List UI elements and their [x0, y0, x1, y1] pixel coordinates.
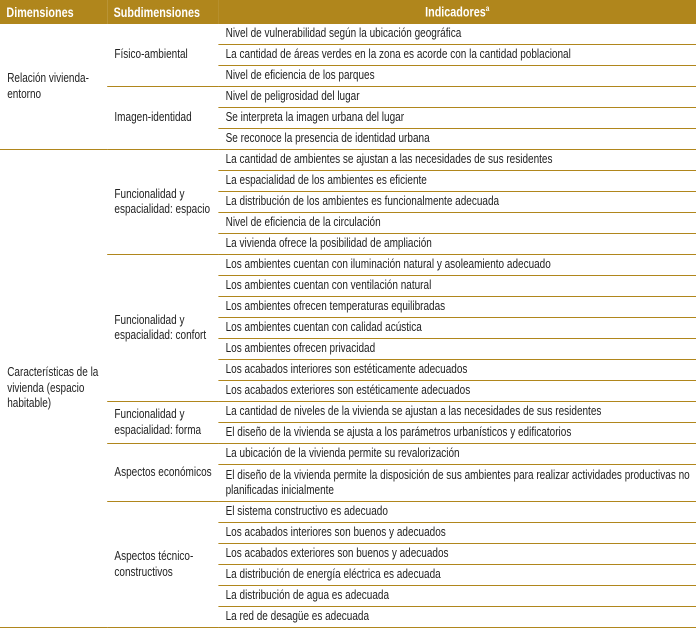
table-row: Características de la vivienda (espacio … — [0, 149, 696, 628]
indicator-cell: El diseño de la vivienda se ajusta a los… — [218, 422, 696, 444]
table-row: Nivel de eficiencia de la circulación — [0, 212, 696, 234]
indicator-cell: Nivel de vulnerabilidad según la ubicaci… — [218, 24, 696, 45]
indicator-cell: La espacialidad de los ambientes es efic… — [218, 170, 696, 192]
table-row: Los acabados interiores son buenos y ade… — [0, 522, 696, 544]
header-subdimensiones: Subdimensiones — [107, 0, 219, 24]
table-row: La distribución de agua es adecuada — [0, 585, 696, 607]
indicator-cell: Los ambientes cuentan con iluminación na… — [218, 254, 696, 276]
table-row: Se interpreta la imagen urbana del lugar — [0, 107, 696, 129]
table-body: Relación vivienda-entorno Físico-ambienta… — [0, 24, 696, 628]
subdimension-cell: Imagen-identidad — [107, 86, 219, 150]
indicator-cell: Nivel de eficiencia de la circulación — [218, 212, 696, 234]
table-row: Aspectos económicos La ubicación de la vi… — [0, 443, 696, 502]
dimension-cell: Características de la vivienda (espacio … — [0, 149, 108, 628]
subdimension-cell: Funcionalidad y espacialidad: forma — [107, 401, 219, 444]
table-row: La espacialidad de los ambientes es efic… — [0, 170, 696, 192]
table-row: El diseño de la vivienda se ajusta a los… — [0, 422, 696, 444]
indicator-cell: La distribución de energía eléctrica es … — [218, 564, 696, 586]
indicator-cell: La red de desagüe es adecuada — [218, 606, 696, 628]
table-row: Funcionalidad y espacialidad: confort Los… — [0, 254, 696, 402]
indicator-cell: La distribución de agua es adecuada — [218, 585, 696, 607]
indicator-cell: Nivel de eficiencia de los parques — [218, 65, 696, 87]
indicator-cell: La distribución de los ambientes es func… — [218, 191, 696, 213]
table-row: Aspectos técnico-constructivos El sistema… — [0, 501, 696, 628]
table-row: Funcionalidad y espacialidad: forma La ca… — [0, 401, 696, 444]
table-row: La vivienda ofrece la posibilidad de amp… — [0, 233, 696, 255]
table-row: Se reconoce la presencia de identidad ur… — [0, 128, 696, 150]
table-row: Nivel de eficiencia de los parques — [0, 65, 696, 87]
indicator-cell: La cantidad de ambientes se ajustan a la… — [218, 149, 696, 171]
table-row: Los ambientes cuentan con ventilación na… — [0, 275, 696, 297]
indicator-cell: La vivienda ofrece la posibilidad de amp… — [218, 233, 696, 255]
table-row: La cantidad de áreas verdes en la zona e… — [0, 44, 696, 66]
indicator-cell: Los acabados interiores son estéticament… — [218, 359, 696, 381]
subdimension-cell: Físico-ambiental — [107, 24, 219, 87]
indicator-cell: La cantidad de niveles de la vivienda se… — [218, 401, 696, 423]
indicator-cell: Los ambientes ofrecen privacidad — [218, 338, 696, 360]
table-row: Los ambientes ofrecen temperaturas equil… — [0, 296, 696, 318]
indicator-cell: El diseño de la vivienda permite la disp… — [218, 464, 696, 502]
indicator-cell: El sistema constructivo es adecuado — [218, 501, 696, 523]
indicator-cell: Se reconoce la presencia de identidad ur… — [218, 128, 696, 150]
indicator-cell: Los ambientes cuentan con ventilación na… — [218, 275, 696, 297]
table-row: Los acabados interiores son estéticament… — [0, 359, 696, 381]
subdimension-cell: Funcionalidad y espacialidad: confort — [107, 254, 219, 402]
indicator-cell: La cantidad de áreas verdes en la zona e… — [218, 44, 696, 66]
table-row: Los acabados exteriores son estéticament… — [0, 380, 696, 402]
header-dimensiones: Dimensiones — [0, 0, 108, 24]
indicator-cell: Se interpreta la imagen urbana del lugar — [218, 107, 696, 129]
indicator-cell: La ubicación de la vivienda permite su r… — [218, 443, 696, 465]
table-header-row: Dimensiones Subdimensiones Indicadoresa — [0, 0, 696, 24]
indicator-cell: Los acabados exteriores son estéticament… — [218, 380, 696, 402]
header-indicadores: Indicadoresa — [218, 0, 696, 24]
indicator-cell: Los acabados exteriores son buenos y ade… — [218, 543, 696, 565]
subdimension-cell: Funcionalidad y espacialidad: espacio — [107, 149, 219, 255]
table-row: El diseño de la vivienda permite la disp… — [0, 464, 696, 502]
dimension-cell: Relación vivienda-entorno — [0, 24, 108, 150]
subdimension-cell: Aspectos económicos — [107, 443, 219, 502]
table-row: Los acabados exteriores son buenos y ade… — [0, 543, 696, 565]
indicator-cell: Los ambientes ofrecen temperaturas equil… — [218, 296, 696, 318]
table-row: Imagen-identidad Nivel de peligrosidad de… — [0, 86, 696, 150]
indicator-cell: Los ambientes cuentan con calidad acústi… — [218, 317, 696, 339]
subdimension-cell: Aspectos técnico-constructivos — [107, 501, 219, 628]
indicator-cell: Nivel de peligrosidad del lugar — [218, 86, 696, 108]
footnote-marker: a — [485, 4, 490, 14]
table-row: Los ambientes cuentan con calidad acústi… — [0, 317, 696, 339]
table-row: La distribución de energía eléctrica es … — [0, 564, 696, 586]
indicator-cell: Los acabados interiores son buenos y ade… — [218, 522, 696, 544]
table-row: La distribución de los ambientes es func… — [0, 191, 696, 213]
table-row: Relación vivienda-entorno Físico-ambienta… — [0, 24, 696, 150]
table-row: Los ambientes ofrecen privacidad — [0, 338, 696, 360]
